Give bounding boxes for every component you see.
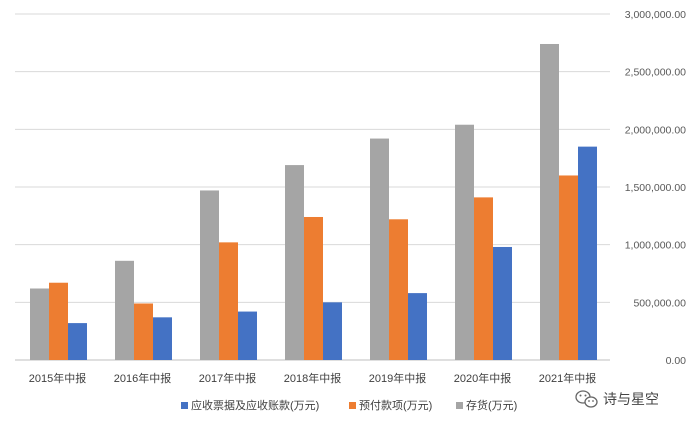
x-tick-label: 2019年中报 [369,371,426,385]
x-tick-label: 2018年中报 [284,371,341,385]
y-tick-label: 3,000,000.00 [625,9,686,21]
x-axis-category-labels: 2015年中报 2016年中报 2017年中报 2018年中报 2019年中报 2020年… [29,371,596,385]
bar [455,124,474,360]
x-tick-label: 2015年中报 [29,371,86,385]
wechat-icon [575,390,598,408]
bar [559,175,578,360]
bar [493,246,512,360]
bar [134,303,153,360]
bar [49,282,68,360]
y-tick-label: 1,500,000.00 [625,182,686,194]
x-tick-label: 2016年中报 [114,371,171,385]
x-tick-label: 2017年中报 [199,371,256,385]
bar [474,197,493,360]
bar [304,216,323,360]
watermark-text: 诗与星空 [603,391,659,407]
bar [370,138,389,360]
legend-label: 存货(万元) [466,398,517,412]
y-tick-label: 1,000,000.00 [625,240,686,252]
y-axis-tick-labels: 0.00 500,000.00 1,000,000.00 1,500,000.00 2,… [625,9,686,367]
bar [68,323,87,360]
y-tick-label: 2,000,000.00 [625,124,686,136]
legend-swatch [181,402,188,409]
bar [219,242,238,360]
legend-swatch [349,402,356,409]
legend-label: 预付款项(万元) [359,398,432,412]
legend-label: 应收票据及应收账款(万元) [191,398,319,412]
legend-swatch [456,402,463,409]
watermark: 诗与星空 [575,390,659,408]
bar [285,165,304,360]
x-tick-label: 2020年中报 [454,371,511,385]
bar [540,43,559,361]
bar [578,146,597,360]
bar [408,293,427,360]
y-tick-label: 0.00 [666,355,687,367]
x-tick-label: 2021年中报 [539,371,596,385]
y-tick-label: 500,000.00 [633,297,686,309]
bar [115,260,134,360]
bar-series [30,43,597,361]
bar [153,317,172,360]
y-tick-label: 2,500,000.00 [625,67,686,79]
legend: 应收票据及应收账款(万元) 预付款项(万元) 存货(万元) [181,398,517,412]
bar [389,219,408,360]
bar [200,190,219,360]
bar [323,302,342,360]
bar [30,288,49,360]
bar [238,311,257,360]
